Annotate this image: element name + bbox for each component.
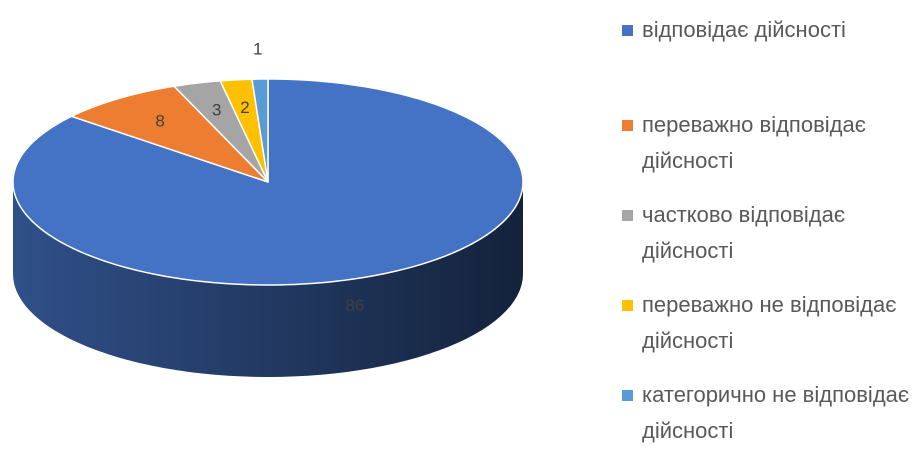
data-label: 1 [253,40,262,59]
legend-swatch [622,300,633,311]
legend-item: категорично не відповідає дійсності [620,377,920,449]
legend-label: переважно відповідає дійсності [642,112,866,173]
slice [173,80,269,183]
legend-swatch [622,210,633,221]
data-label: 8 [155,111,164,130]
legend-label: частково відповідає дійсності [642,202,846,263]
legend-item: відповідає дійсності [620,12,920,48]
legend-swatch [622,390,633,401]
legend-swatch [622,25,633,36]
chart: 86 8 3 2 1 [12,40,524,377]
slice [251,78,269,183]
legend-item: переважно не відповідає дійсності [620,287,920,359]
legend-swatch [622,120,633,131]
slice-side [13,182,523,377]
data-label: 86 [345,296,364,315]
legend-label: переважно не відповідає дійсності [642,292,897,353]
legend-label: категорично не відповідає дійсності [642,382,910,443]
data-label: 3 [212,100,221,119]
legend-label: відповідає дійсності [642,17,846,42]
slice [219,78,269,183]
legend-item: переважно відповідає дійсності [620,107,920,179]
data-label: 2 [240,98,249,117]
slice [70,85,269,183]
legend-item: частково відповідає дійсності [620,197,920,269]
